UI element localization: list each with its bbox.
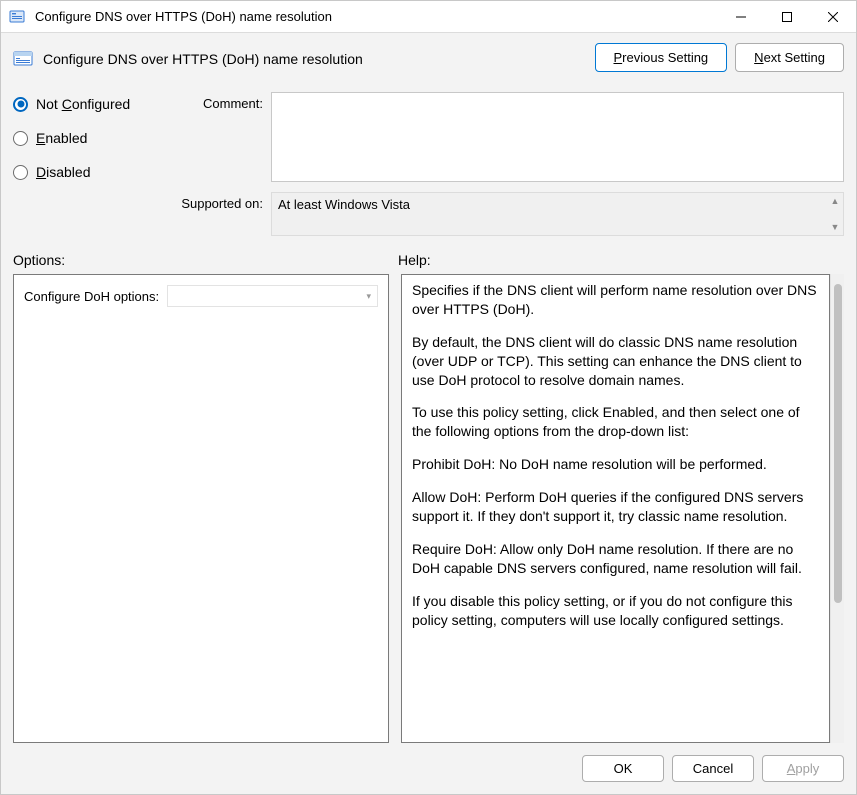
chevron-down-icon: ▾ — [366, 291, 371, 302]
help-panel[interactable]: Specifies if the DNS client will perform… — [401, 274, 830, 743]
policy-editor-window: Configure DNS over HTTPS (DoH) name reso… — [0, 0, 857, 795]
window-title: Configure DNS over HTTPS (DoH) name reso… — [33, 9, 718, 24]
app-icon — [9, 9, 25, 25]
previous-rest: revious Setting — [622, 50, 708, 65]
help-p1: Specifies if the DNS client will perform… — [412, 281, 819, 319]
client-area: Configure DNS over HTTPS (DoH) name reso… — [1, 33, 856, 794]
meta-column: Comment: Supported on: At least Windows … — [173, 92, 844, 236]
minimize-button[interactable] — [718, 1, 764, 33]
scroll-down-icon[interactable]: ▼ — [829, 221, 841, 233]
action-row: OK Cancel Apply — [13, 743, 844, 782]
radio-dot-not-configured — [13, 97, 28, 112]
configure-doh-row: Configure DoH options: ▾ — [24, 285, 378, 307]
radio-dot-disabled — [13, 165, 28, 180]
nav-buttons: Previous Setting Next Setting — [595, 43, 845, 72]
options-panel: Configure DoH options: ▾ — [13, 274, 389, 743]
radio-dot-enabled — [13, 131, 28, 146]
close-button[interactable] — [810, 1, 856, 33]
next-accel: N — [754, 50, 763, 65]
panels: Configure DoH options: ▾ Specifies if th… — [13, 274, 844, 743]
help-p7: If you disable this policy setting, or i… — [412, 592, 819, 630]
comment-input[interactable] — [271, 92, 844, 182]
help-p4: Prohibit DoH: No DoH name resolution wil… — [412, 455, 819, 474]
comment-field: Comment: — [173, 92, 844, 182]
previous-setting-button[interactable]: Previous Setting — [595, 43, 728, 72]
cancel-button[interactable]: Cancel — [672, 755, 754, 782]
options-label: Options: — [13, 252, 398, 268]
configure-doh-combo[interactable]: ▾ — [167, 285, 378, 307]
supported-value: At least Windows Vista — [278, 197, 410, 212]
configure-doh-label: Configure DoH options: — [24, 289, 159, 304]
sections-header: Options: Help: — [13, 252, 844, 268]
next-setting-button[interactable]: Next Setting — [735, 43, 844, 72]
policy-title: Configure DNS over HTTPS (DoH) name reso… — [43, 49, 585, 67]
header-row: Configure DNS over HTTPS (DoH) name reso… — [13, 43, 844, 72]
ok-button[interactable]: OK — [582, 755, 664, 782]
scrollbar-thumb[interactable] — [834, 284, 842, 603]
radio-label-enabled: Enabled — [36, 130, 87, 146]
previous-accel: P — [614, 50, 623, 65]
help-scrollbar[interactable] — [830, 274, 844, 743]
radio-label-not-configured: Not Configured — [36, 96, 130, 112]
state-radios: Not Configured Enabled Disabled — [13, 92, 163, 180]
help-p2: By default, the DNS client will do class… — [412, 333, 819, 390]
apply-rest: pply — [795, 761, 819, 776]
supported-box: At least Windows Vista ▲ ▼ — [271, 192, 844, 236]
setting-row: Not Configured Enabled Disabled Comment: — [13, 92, 844, 236]
help-wrap: Specifies if the DNS client will perform… — [401, 274, 844, 743]
next-rest: ext Setting — [764, 50, 825, 65]
supported-field: Supported on: At least Windows Vista ▲ ▼ — [173, 192, 844, 236]
radio-enabled[interactable]: Enabled — [13, 130, 163, 146]
help-p3: To use this policy setting, click Enable… — [412, 403, 819, 441]
help-p5: Allow DoH: Perform DoH queries if the co… — [412, 488, 819, 526]
maximize-button[interactable] — [764, 1, 810, 33]
comment-label: Comment: — [173, 92, 263, 111]
apply-button[interactable]: Apply — [762, 755, 844, 782]
radio-label-disabled: Disabled — [36, 164, 91, 180]
policy-icon — [13, 49, 33, 69]
supported-label: Supported on: — [173, 192, 263, 211]
radio-disabled[interactable]: Disabled — [13, 164, 163, 180]
titlebar: Configure DNS over HTTPS (DoH) name reso… — [1, 1, 856, 33]
scroll-up-icon[interactable]: ▲ — [829, 195, 841, 207]
help-p6: Require DoH: Allow only DoH name resolut… — [412, 540, 819, 578]
radio-not-configured[interactable]: Not Configured — [13, 96, 163, 112]
help-label: Help: — [398, 252, 844, 268]
